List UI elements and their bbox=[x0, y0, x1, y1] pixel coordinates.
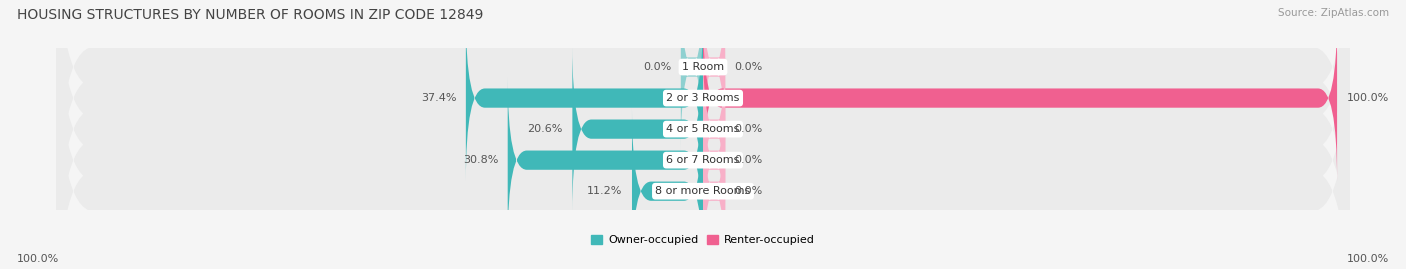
Legend: Owner-occupied, Renter-occupied: Owner-occupied, Renter-occupied bbox=[586, 230, 820, 249]
FancyBboxPatch shape bbox=[703, 0, 725, 151]
Text: 11.2%: 11.2% bbox=[588, 186, 623, 196]
FancyBboxPatch shape bbox=[681, 0, 703, 151]
Text: 0.0%: 0.0% bbox=[735, 62, 763, 72]
FancyBboxPatch shape bbox=[508, 77, 703, 244]
FancyBboxPatch shape bbox=[703, 46, 725, 213]
Text: 0.0%: 0.0% bbox=[735, 155, 763, 165]
Text: 0.0%: 0.0% bbox=[735, 124, 763, 134]
FancyBboxPatch shape bbox=[572, 46, 703, 213]
Text: Source: ZipAtlas.com: Source: ZipAtlas.com bbox=[1278, 8, 1389, 18]
Text: 0.0%: 0.0% bbox=[643, 62, 671, 72]
FancyBboxPatch shape bbox=[56, 25, 1350, 269]
FancyBboxPatch shape bbox=[703, 77, 725, 244]
Text: 100.0%: 100.0% bbox=[17, 254, 59, 264]
FancyBboxPatch shape bbox=[465, 15, 703, 182]
FancyBboxPatch shape bbox=[56, 0, 1350, 269]
FancyBboxPatch shape bbox=[703, 15, 1337, 182]
Text: 2 or 3 Rooms: 2 or 3 Rooms bbox=[666, 93, 740, 103]
FancyBboxPatch shape bbox=[56, 0, 1350, 233]
Text: HOUSING STRUCTURES BY NUMBER OF ROOMS IN ZIP CODE 12849: HOUSING STRUCTURES BY NUMBER OF ROOMS IN… bbox=[17, 8, 484, 22]
Text: 0.0%: 0.0% bbox=[735, 186, 763, 196]
Text: 6 or 7 Rooms: 6 or 7 Rooms bbox=[666, 155, 740, 165]
Text: 37.4%: 37.4% bbox=[420, 93, 457, 103]
Text: 8 or more Rooms: 8 or more Rooms bbox=[655, 186, 751, 196]
FancyBboxPatch shape bbox=[631, 108, 703, 269]
Text: 100.0%: 100.0% bbox=[1347, 254, 1389, 264]
Text: 100.0%: 100.0% bbox=[1347, 93, 1389, 103]
FancyBboxPatch shape bbox=[56, 0, 1350, 264]
Text: 4 or 5 Rooms: 4 or 5 Rooms bbox=[666, 124, 740, 134]
FancyBboxPatch shape bbox=[56, 0, 1350, 269]
Text: 1 Room: 1 Room bbox=[682, 62, 724, 72]
Text: 20.6%: 20.6% bbox=[527, 124, 562, 134]
FancyBboxPatch shape bbox=[703, 108, 725, 269]
Text: 30.8%: 30.8% bbox=[463, 155, 498, 165]
